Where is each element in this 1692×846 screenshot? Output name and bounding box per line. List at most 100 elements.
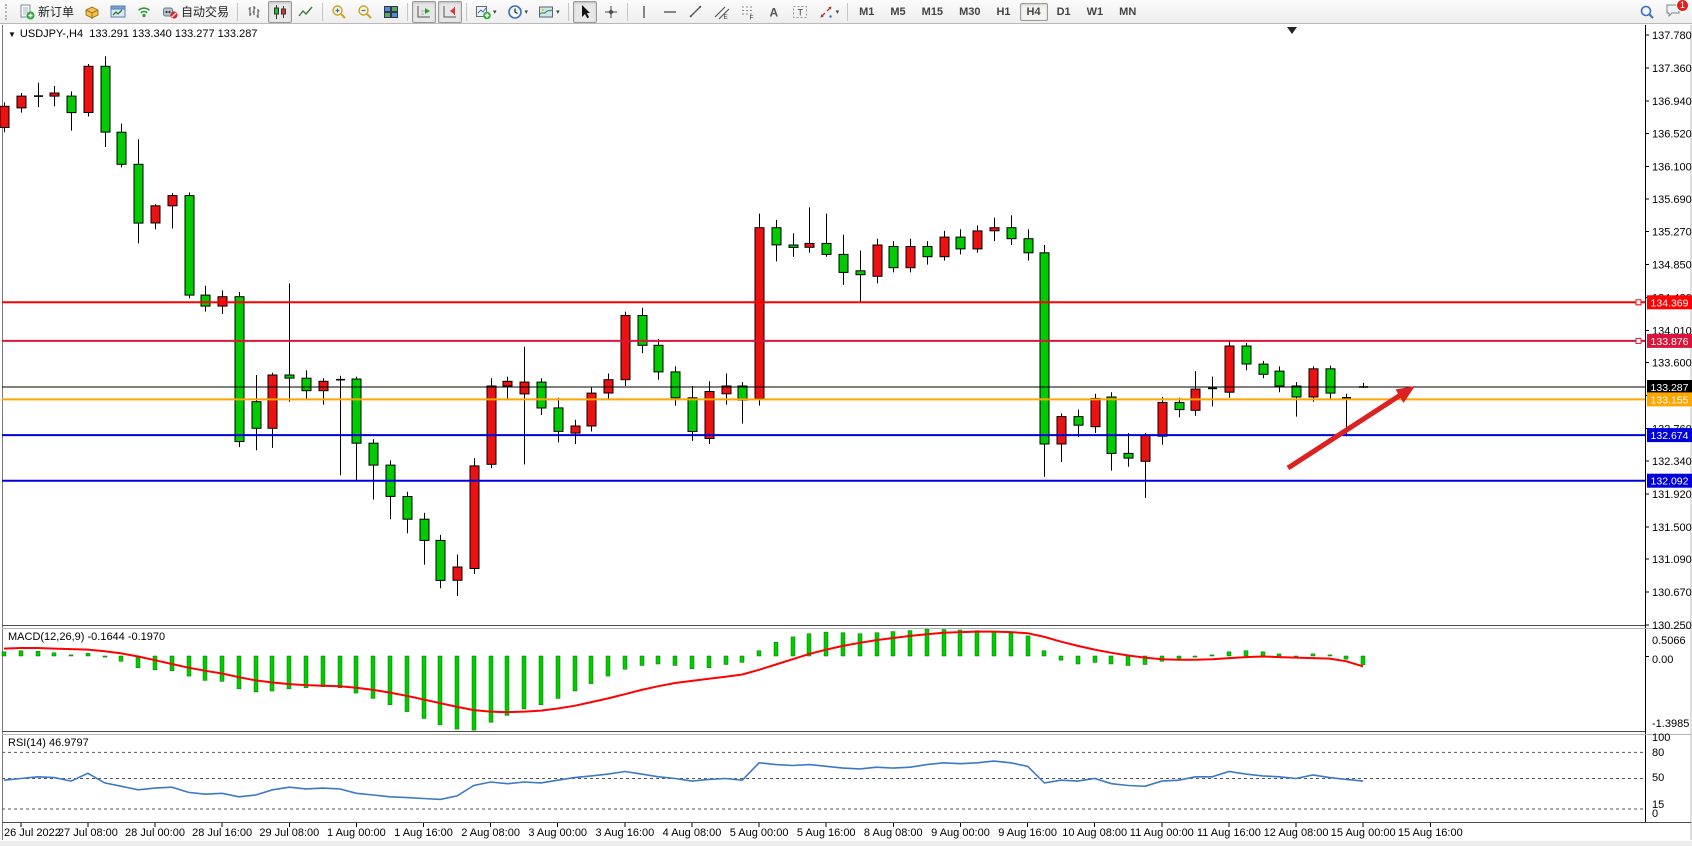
macd-histogram-bar [723, 655, 729, 665]
toolbar-separator [237, 2, 239, 21]
candle-body-down [200, 294, 211, 307]
candle-body-down [1006, 227, 1017, 240]
candle-body-down [368, 442, 379, 466]
candle-body-up [603, 379, 614, 394]
candle-body-up [754, 227, 765, 399]
templates-button[interactable]: ▾ [534, 1, 564, 23]
macd-histogram-bar [471, 655, 477, 731]
dropdown-caret-icon[interactable]: ▾ [835, 8, 840, 16]
zoom-out-button[interactable] [353, 1, 377, 23]
time-tick-label: 15 Aug 00:00 [1331, 827, 1396, 839]
candle-body-down [402, 496, 413, 520]
dropdown-caret-icon[interactable]: ▾ [493, 8, 497, 16]
rsi-axis-label: 50 [1652, 772, 1664, 784]
equidistant-channel-button[interactable]: E [710, 1, 734, 23]
macd-histogram-bar [1209, 654, 1215, 657]
macd-histogram-bar [957, 629, 963, 657]
new-order-button[interactable]: 新订单 [15, 1, 78, 23]
price-tick-label: 135.690 [1652, 194, 1692, 206]
candle-body-up [267, 374, 278, 429]
text-button[interactable]: A [762, 1, 786, 23]
vertical-line-button[interactable] [632, 1, 656, 23]
timeframe-d1-button[interactable]: D1 [1056, 5, 1071, 18]
tile-windows-button[interactable] [379, 1, 403, 23]
candle-body-down [116, 131, 127, 165]
chart-canvas[interactable]: 137.780 137.360 136.940 136.520 136.100 135.6… [0, 24, 1692, 846]
time-tick-label: 26 Jul 2022 [4, 827, 61, 839]
candle-body-down [922, 246, 933, 258]
timeframe-h4-button[interactable]: H4 [1019, 2, 1048, 21]
svg-text:E: E [723, 14, 728, 20]
macd-histogram-bar [152, 655, 158, 671]
candle-body-down [1123, 452, 1134, 459]
linechart-icon [298, 6, 313, 16]
toolbar-grip[interactable] [5, 3, 11, 20]
notifications-button[interactable]: 1 [1661, 0, 1689, 23]
candle-body-down [838, 253, 849, 273]
auto-trading-button[interactable]: 自动交易 [158, 1, 233, 23]
fibonacci-button[interactable]: F [736, 1, 760, 23]
candle-body-down [1325, 368, 1336, 394]
macd-axis-label: 0.5066 [1652, 635, 1686, 647]
channel-icon: E [714, 6, 730, 20]
signals-button[interactable] [132, 1, 156, 23]
periods-button[interactable]: ▾ [503, 1, 533, 23]
timeframe-h1-button[interactable]: H1 [996, 5, 1011, 18]
dropdown-caret-icon[interactable]: ▾ [556, 8, 560, 16]
candle-body-up [704, 391, 715, 439]
cursor-button[interactable] [572, 0, 597, 23]
support-line-132092-badge [1647, 473, 1692, 488]
resistance-line-133876-handle[interactable] [1635, 337, 1642, 344]
macd-histogram-bar [404, 655, 410, 712]
timeframe-w1-button[interactable]: W1 [1086, 5, 1104, 18]
chart-shift-marker-icon[interactable] [1287, 27, 1297, 34]
chart-shift-button[interactable] [438, 0, 463, 23]
macd-axis-label: 0.00 [1652, 654, 1673, 666]
search-button[interactable] [1635, 1, 1659, 23]
bar-chart-button[interactable] [242, 1, 266, 23]
time-tick-label: 28 Jul 00:00 [125, 827, 185, 839]
line-chart-button[interactable] [294, 1, 318, 23]
horizontal-line-button[interactable] [658, 1, 682, 23]
chart-window: ▼ USDJPY-,H4 133.291 133.340 133.277 133.… [0, 24, 1692, 846]
chart-menu-icon[interactable]: ▼ [8, 30, 16, 39]
new-order-button-label: 新订单 [38, 5, 75, 19]
rsi-value: 46.9797 [48, 737, 89, 749]
candle-body-up [939, 236, 950, 258]
candle-body-down [1039, 252, 1050, 445]
timeframe-m30-button[interactable]: M30 [959, 5, 981, 18]
macd-histogram-bar [1125, 655, 1131, 666]
time-tick-label: 10 Aug 08:00 [1062, 827, 1127, 839]
arrows-button[interactable]: ▾ [814, 1, 844, 23]
candlestick-chart-button[interactable] [268, 0, 293, 23]
search-icon [1640, 5, 1654, 19]
timeframe-m15-button[interactable]: M15 [921, 5, 944, 18]
trendline-button[interactable] [684, 1, 708, 23]
candlestick-series [0, 56, 1368, 596]
macd-indicator-label: MACD(12,26,9) -0.1644 -0.1970 [8, 631, 166, 643]
timeframe-mn-button[interactable]: MN [1119, 5, 1137, 18]
doc-plus-icon [20, 4, 35, 19]
macd-histogram-bar [605, 655, 611, 677]
crosshair-button[interactable] [599, 1, 623, 23]
macd-histogram-bar [974, 630, 980, 657]
candle-body-up [620, 315, 631, 381]
zoom-in-button[interactable] [327, 1, 351, 23]
indicator-icon [476, 5, 491, 19]
timeframe-m5-button[interactable]: M5 [890, 5, 906, 18]
indicators-button[interactable]: ▾ [471, 1, 501, 23]
dropdown-caret-icon[interactable]: ▾ [524, 8, 529, 16]
candle-body-up [83, 65, 94, 114]
trend-arrow-annotation[interactable] [1286, 386, 1415, 471]
new-chart-button[interactable] [106, 1, 130, 23]
text-label-button[interactable]: T [788, 1, 812, 23]
support-line-132092-badge-label: 132.092 [1651, 476, 1689, 488]
market-cube-button[interactable] [80, 1, 104, 23]
resistance-line-134369-handle[interactable] [1635, 299, 1642, 306]
auto-scroll-button[interactable] [412, 0, 437, 23]
vline-icon [642, 5, 645, 18]
timeframe-m1-button[interactable]: M1 [859, 5, 875, 18]
chart-frame [0, 25, 1692, 846]
macd-histogram-bar [790, 636, 796, 657]
chart-symbol-title[interactable]: ▼ USDJPY-,H4 133.291 133.340 133.277 133.… [8, 28, 257, 40]
